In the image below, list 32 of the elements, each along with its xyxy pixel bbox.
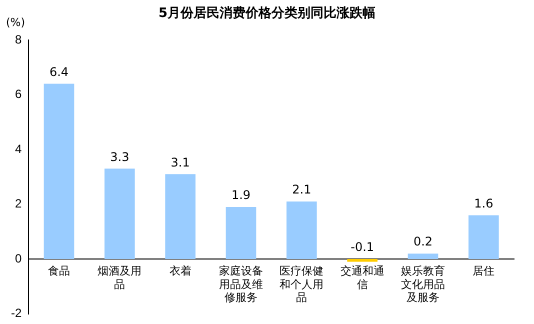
x-tick-label: 交通和通信	[340, 264, 384, 291]
bar	[468, 215, 499, 260]
bar	[44, 84, 74, 260]
bar	[104, 168, 135, 260]
data-label: 6.4	[49, 64, 69, 79]
y-tick-label: -2	[11, 306, 22, 320]
y-tick-label: 8	[14, 32, 22, 46]
bar	[165, 174, 196, 260]
y-tick-label: 4	[14, 142, 22, 156]
x-tick-label: 居住	[472, 266, 495, 278]
x-tick-label: 娱乐教育文化用品及服务	[401, 264, 445, 304]
bar	[408, 254, 438, 260]
y-tick-label: 0	[14, 251, 22, 266]
data-label: 3.1	[170, 155, 190, 170]
y-axis-title: (%)	[6, 16, 26, 29]
x-tick-label: 衣着	[169, 264, 192, 278]
data-label: 0.2	[413, 234, 433, 249]
data-label: 1.6	[474, 196, 494, 210]
bar	[226, 207, 256, 260]
x-tick-label: 烟酒及用品	[98, 264, 142, 291]
x-tick-label: 家庭设备用品及维修服务	[219, 264, 263, 304]
data-label: 1.9	[231, 188, 251, 202]
data-label: -0.1	[350, 240, 374, 254]
data-label: 3.3	[110, 150, 130, 164]
y-tick-label: 2	[14, 196, 22, 211]
chart-title: 5月份居民消费价格分类别同比涨跌幅	[158, 6, 376, 21]
data-label: 2.1	[292, 182, 312, 197]
bar	[286, 202, 317, 260]
x-tick-label: 医疗保健和个人用品	[280, 264, 324, 304]
bar	[347, 259, 378, 262]
y-tick-label: 6	[14, 87, 22, 102]
x-tick-label: 食品	[48, 266, 70, 278]
